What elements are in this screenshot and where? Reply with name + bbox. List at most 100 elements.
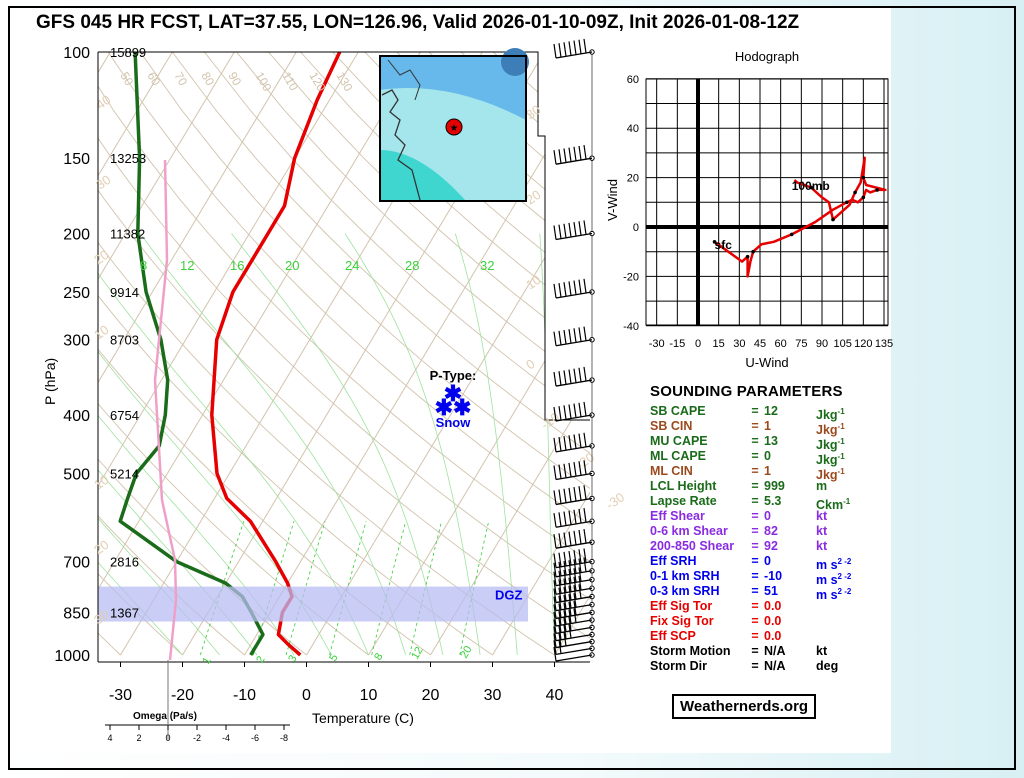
wind-barb-flag <box>583 508 587 523</box>
wind-barb-flag <box>573 368 577 383</box>
pressure-tick-label: 100 <box>63 45 90 62</box>
wind-barb-flag <box>578 584 582 599</box>
param-unit: Ckm-1 <box>816 497 851 513</box>
param-row: 0-1 km SRH = -10 m s2 -2 <box>650 569 880 587</box>
wind-barb-flag <box>553 562 557 577</box>
wind-barb-flag <box>578 461 582 476</box>
hodograph-point <box>809 185 813 190</box>
param-unit: Jkg-1 <box>816 467 845 483</box>
param-equals: = <box>751 614 759 628</box>
wind-barb-flag <box>568 404 572 419</box>
dry-adiabat <box>98 52 590 656</box>
temperature-profile <box>210 52 342 657</box>
param-equals: = <box>751 419 759 433</box>
dgz-band <box>98 586 528 622</box>
isotherm-line <box>492 52 590 656</box>
param-value: 0.0 <box>764 614 782 628</box>
wind-barb-flag <box>578 558 582 573</box>
wind-barb-shaft <box>555 619 593 627</box>
param-row: ML CIN = 1 Jkg-1 <box>650 464 880 483</box>
hodograph-point <box>831 217 835 222</box>
omega-label: Omega (Pa/s) <box>133 711 197 722</box>
dry-adiabat <box>98 52 590 656</box>
map-frame <box>379 55 527 202</box>
wind-barb-flag <box>583 366 587 382</box>
wind-barb-shaft <box>555 291 593 299</box>
wind-barb-shaft <box>555 520 593 528</box>
param-row: SB CAPE = 12 Jkg-1 <box>650 404 880 422</box>
param-unit: m s2 -2 <box>816 587 852 603</box>
isotherm-label: 90 <box>225 70 244 89</box>
omega-trace <box>153 159 178 661</box>
param-label: 200-850 Shear <box>650 539 735 553</box>
mixing-ratio-label: 8 <box>372 651 385 662</box>
mixing-ratio-line <box>409 521 442 656</box>
wind-barb-flag <box>573 576 577 591</box>
param-unit: kt <box>816 539 828 553</box>
wind-barb-flag <box>568 487 572 502</box>
moist-adiabat <box>539 233 555 656</box>
wind-barb-flag <box>553 553 557 568</box>
param-value: 999 <box>764 479 785 493</box>
wind-barb <box>553 557 595 578</box>
param-unit <box>816 629 876 644</box>
param-value: 0.0 <box>764 599 782 613</box>
dry-adiabat <box>98 52 307 656</box>
wind-barb-flag <box>578 433 582 448</box>
hodograph-x-tick: 90 <box>816 338 828 350</box>
mixing-ratio-label: 2 <box>254 654 267 665</box>
param-unit: deg <box>816 659 839 673</box>
omega-tick-label: -8 <box>280 733 288 743</box>
wind-barb-shaft <box>555 579 593 587</box>
wind-barb-flag <box>568 531 572 546</box>
brand-link[interactable]: Weathernerds.org <box>672 694 817 719</box>
param-equals: = <box>751 599 759 613</box>
wind-barb-flag <box>573 486 577 502</box>
wind-barb-flag <box>563 370 567 385</box>
wind-barb <box>553 529 595 549</box>
dry-adiabat <box>171 52 590 656</box>
wind-barb-flag <box>558 371 562 386</box>
wind-barb-flag <box>583 460 587 475</box>
param-label: LCL Height <box>650 479 717 493</box>
dry-adiabat <box>204 52 590 656</box>
temp-tick-label: 30 <box>484 687 502 704</box>
wind-barb <box>553 485 595 506</box>
temp-tick-label: -10 <box>233 687 256 704</box>
wind-barb-flag <box>573 40 577 55</box>
param-value: N/A <box>764 644 786 658</box>
map-coastline <box>381 89 421 201</box>
wind-barb-flag <box>553 534 557 549</box>
hodograph-x-tick: 15 <box>713 338 725 350</box>
wind-barb-flag <box>558 512 562 527</box>
wind-barb-flag <box>558 570 562 585</box>
height-label: 11382 <box>110 227 145 242</box>
wind-barb-flag <box>553 225 557 240</box>
hodograph-x-tick: 30 <box>733 338 745 350</box>
height-label: 9914 <box>110 285 139 300</box>
wind-barb-flag <box>568 550 572 566</box>
height-label: 6754 <box>110 408 139 423</box>
param-row: Fix Sig Tor = 0.0 <box>650 614 880 629</box>
param-equals: = <box>751 434 759 448</box>
wind-barb <box>553 144 595 165</box>
param-row: 0-6 km Shear = 82 kt <box>650 524 880 539</box>
wind-barb-flag <box>563 532 567 547</box>
wind-barb-flag <box>568 329 572 344</box>
wind-barb-flag <box>583 557 587 572</box>
isotherm-label: 80 <box>198 70 217 89</box>
wind-barb-flag <box>578 367 582 382</box>
wind-barb-flag <box>583 326 587 341</box>
hodograph-x-tick: -30 <box>649 338 665 350</box>
wind-barb-shaft <box>555 472 593 481</box>
omega-tick-label: 4 <box>107 733 112 743</box>
param-unit-exponent: -1 <box>843 497 851 506</box>
hodograph-y-tick: 40 <box>627 123 639 135</box>
param-row: ML CAPE = 0 Jkg-1 <box>650 449 880 467</box>
wind-barb-flag <box>583 485 587 500</box>
wind-barb-flag <box>553 640 557 655</box>
mixing-label-top: 16 <box>230 258 244 273</box>
wind-barb <box>553 460 595 481</box>
param-equals: = <box>751 644 759 658</box>
wind-barb-flag <box>573 222 577 237</box>
